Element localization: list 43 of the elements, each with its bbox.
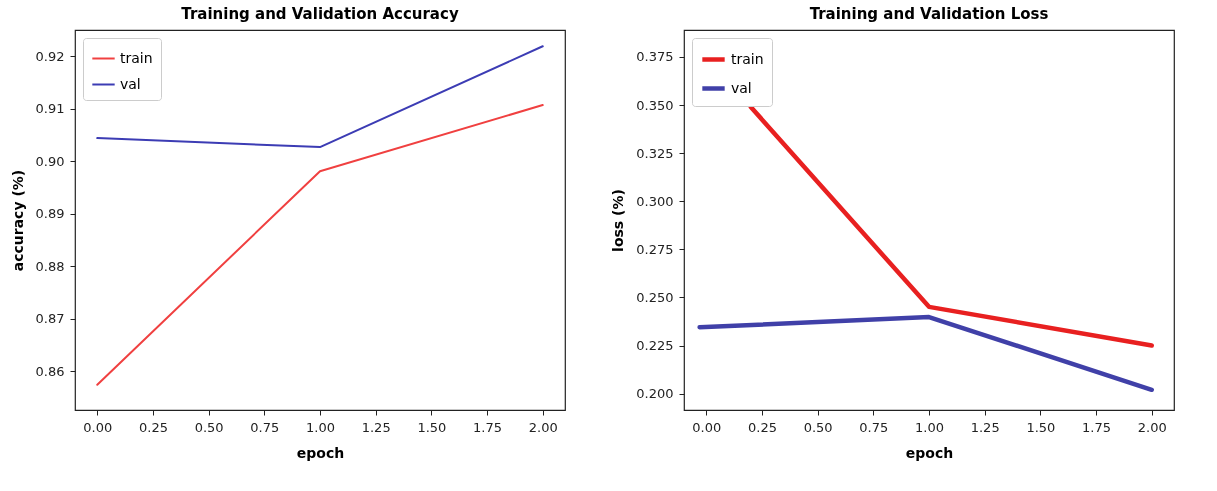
y-tick-label: 0.87 xyxy=(35,311,65,327)
y-tick-label: 0.300 xyxy=(636,193,674,209)
x-axis-title: epoch xyxy=(296,444,345,461)
y-tick-label: 0.250 xyxy=(636,289,674,305)
y-tick-label: 0.200 xyxy=(636,386,674,402)
y-axis-title: loss (%) xyxy=(610,189,627,252)
legend-label: train xyxy=(731,50,764,67)
x-axis-title: epoch xyxy=(905,444,954,461)
x-tick-label: 0.00 xyxy=(692,419,722,435)
y-axis-title: accuracy (%) xyxy=(9,169,26,272)
y-tick-label: 0.275 xyxy=(636,241,674,257)
y-tick-label: 0.90 xyxy=(35,153,65,169)
x-tick-label: 1.25 xyxy=(970,419,1000,435)
x-tick-label: 0.25 xyxy=(138,419,168,435)
chart-title: Training and Validation Accuracy xyxy=(181,5,459,23)
x-tick-label: 2.00 xyxy=(528,419,558,435)
y-tick-label: 0.86 xyxy=(35,363,65,379)
y-tick-label: 0.225 xyxy=(636,338,674,354)
x-tick-label: 1.00 xyxy=(306,419,335,435)
x-tick-label: 2.00 xyxy=(1137,419,1167,435)
y-tick-label: 0.89 xyxy=(35,206,65,222)
x-tick-label: 0.50 xyxy=(803,419,833,435)
y-tick-label: 0.88 xyxy=(35,258,65,274)
x-tick-label: 0.50 xyxy=(194,419,224,435)
legend-label: val xyxy=(120,75,141,92)
x-tick-label: 1.50 xyxy=(1026,419,1056,435)
y-tick-label: 0.325 xyxy=(636,145,674,161)
y-tick-label: 0.375 xyxy=(636,49,674,65)
chart-title: Training and Validation Loss xyxy=(809,5,1049,23)
y-tick-label: 0.91 xyxy=(35,101,65,117)
x-tick-label: 0.75 xyxy=(859,419,889,435)
x-tick-label: 0.25 xyxy=(747,419,777,435)
x-tick-label: 1.50 xyxy=(417,419,447,435)
legend-label: val xyxy=(731,79,752,96)
legend-label: train xyxy=(120,49,153,66)
x-tick-label: 0.75 xyxy=(250,419,280,435)
x-tick-label: 1.75 xyxy=(1082,419,1112,435)
y-tick-label: 0.92 xyxy=(35,48,65,64)
x-tick-label: 1.00 xyxy=(915,419,944,435)
x-tick-label: 1.75 xyxy=(473,419,503,435)
y-tick-label: 0.350 xyxy=(636,97,674,113)
x-tick-label: 1.25 xyxy=(361,419,391,435)
x-tick-label: 0.00 xyxy=(83,419,113,435)
